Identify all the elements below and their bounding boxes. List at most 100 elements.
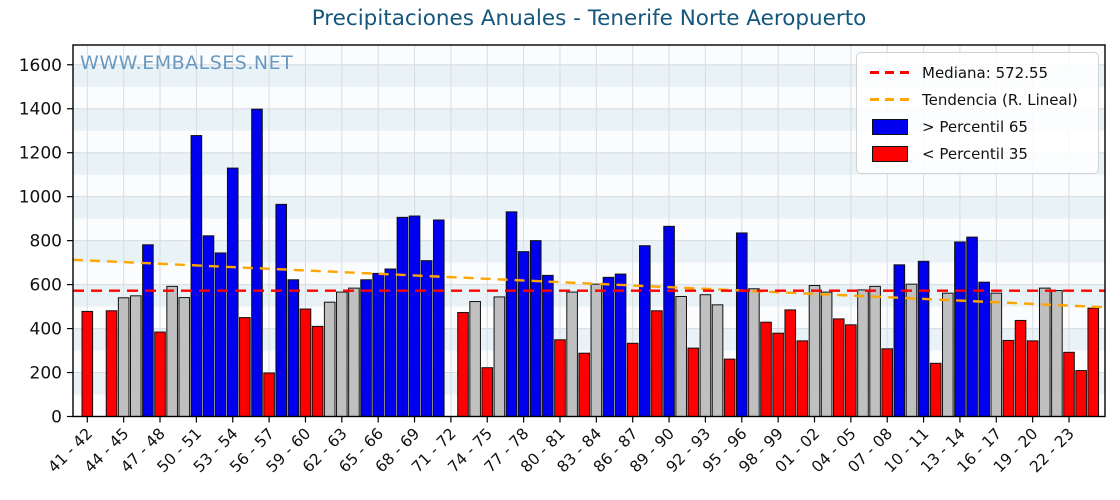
bar [1063, 351, 1075, 417]
bar [469, 301, 481, 417]
bar [457, 312, 469, 417]
blue-patch-icon [872, 118, 908, 135]
bar [154, 331, 166, 417]
chart-title: Precipitaciones Anuales - Tenerife Norte… [311, 6, 867, 31]
bar [869, 285, 881, 417]
y-tick-label: 1600 [19, 56, 62, 76]
bar [1014, 319, 1027, 417]
bar [675, 295, 687, 418]
y-tick-label: 800 [30, 232, 62, 252]
trend-dash-swatch [869, 98, 911, 101]
bar [845, 324, 857, 417]
bar [711, 304, 724, 417]
bar [336, 291, 348, 417]
legend-label-below-p35: < Percentil 35 [922, 144, 1028, 163]
bar [820, 291, 833, 417]
bar [81, 310, 94, 418]
bar [105, 310, 118, 417]
bar [784, 309, 797, 418]
y-tick-label: 200 [30, 364, 62, 384]
bar [311, 325, 324, 417]
bar [263, 372, 275, 418]
legend-label-trend: Tendencia (R. Lineal) [922, 90, 1078, 109]
bar [142, 244, 154, 417]
y-tick-label: 1200 [19, 144, 62, 164]
bar [699, 294, 712, 417]
below-p35-patch-swatch [869, 145, 911, 162]
background-band [73, 196, 1105, 219]
bar [1038, 287, 1051, 417]
bar [408, 215, 421, 417]
bar [566, 291, 578, 417]
bar [651, 310, 663, 417]
bar [602, 276, 615, 417]
bar [554, 339, 566, 417]
background-band [73, 152, 1105, 175]
y-tick-label: 0 [51, 408, 62, 428]
legend-item-below-p35: < Percentil 35 [869, 143, 1086, 164]
y-tick-label: 600 [30, 276, 62, 296]
above-p65-patch-swatch [869, 118, 911, 135]
bar [832, 318, 845, 417]
bar [396, 216, 409, 417]
bar [735, 232, 748, 417]
orange-dashed-line-icon [870, 98, 910, 101]
bar [226, 167, 239, 417]
bar [687, 347, 700, 418]
bar [299, 308, 312, 418]
bar [760, 321, 772, 418]
legend-item-median: Mediana: 572.55 [869, 62, 1086, 83]
bar [893, 264, 906, 417]
background-band [73, 64, 1105, 87]
bar [166, 285, 178, 417]
bar [348, 287, 360, 417]
bar [578, 352, 591, 418]
bar [1002, 339, 1015, 417]
legend-item-trend: Tendencia (R. Lineal) [869, 89, 1086, 110]
bar [129, 295, 142, 418]
bar [190, 135, 203, 417]
bar [517, 251, 530, 417]
bar [214, 252, 227, 417]
legend-label-above-p65: > Percentil 65 [922, 117, 1028, 136]
bar [626, 342, 639, 417]
bar [251, 108, 263, 417]
trend-line [72, 258, 1106, 309]
bar [966, 236, 978, 417]
bar [420, 260, 433, 417]
bar [614, 273, 627, 417]
bar [748, 288, 760, 417]
bar [639, 245, 651, 417]
plot-frame [72, 44, 1106, 418]
bar [1026, 340, 1039, 418]
bar [493, 296, 506, 418]
red-dashed-line-icon [870, 71, 910, 74]
bar [881, 348, 894, 418]
red-patch-icon [872, 145, 908, 162]
y-tick-label: 400 [30, 320, 62, 340]
bar [663, 225, 675, 417]
bar [275, 203, 288, 417]
bar [929, 362, 942, 417]
bar [954, 241, 966, 417]
bar [202, 235, 215, 417]
bar [239, 317, 251, 417]
bar [117, 297, 130, 417]
bar [178, 297, 191, 417]
bar [942, 292, 954, 417]
bar [808, 284, 821, 417]
watermark: WWW.EMBALSES.NET [80, 52, 294, 74]
legend: Mediana: 572.55 Tendencia (R. Lineal) > … [856, 52, 1099, 174]
bar [1075, 370, 1087, 417]
bar [542, 274, 554, 417]
bar [590, 283, 603, 418]
bar [481, 367, 494, 418]
bar [372, 272, 384, 417]
bar [529, 240, 542, 417]
bar [905, 283, 918, 418]
bar [723, 358, 736, 418]
bar [360, 279, 372, 417]
bar [1087, 307, 1100, 418]
median-dash-swatch [869, 71, 911, 74]
